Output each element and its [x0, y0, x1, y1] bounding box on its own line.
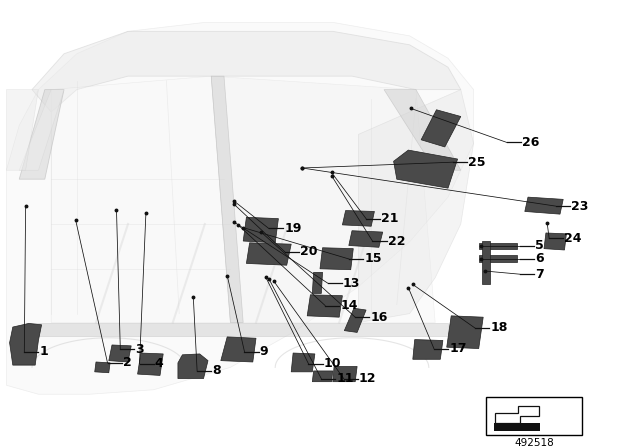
Polygon shape — [342, 211, 374, 226]
Polygon shape — [312, 272, 323, 293]
Polygon shape — [291, 353, 315, 372]
Polygon shape — [320, 248, 353, 270]
Text: 7: 7 — [535, 267, 544, 281]
Polygon shape — [32, 31, 461, 112]
Bar — [486, 397, 582, 435]
Polygon shape — [221, 337, 256, 362]
Polygon shape — [211, 76, 435, 323]
Polygon shape — [421, 110, 461, 147]
Text: 11: 11 — [337, 372, 354, 385]
Text: 1: 1 — [40, 345, 49, 358]
Bar — [494, 423, 540, 431]
Polygon shape — [525, 197, 563, 214]
Polygon shape — [349, 231, 383, 247]
Polygon shape — [246, 243, 291, 265]
Text: 26: 26 — [522, 136, 540, 149]
Polygon shape — [447, 316, 483, 349]
Polygon shape — [479, 243, 517, 249]
Text: 10: 10 — [324, 357, 341, 370]
Text: 20: 20 — [300, 245, 317, 258]
Text: 23: 23 — [571, 199, 588, 213]
Polygon shape — [358, 90, 474, 323]
Text: 13: 13 — [343, 276, 360, 290]
Polygon shape — [479, 255, 517, 262]
Text: 14: 14 — [340, 299, 358, 312]
Polygon shape — [26, 323, 448, 336]
Polygon shape — [109, 345, 131, 362]
Polygon shape — [344, 308, 366, 332]
Text: 4: 4 — [155, 357, 164, 370]
Text: 16: 16 — [371, 310, 388, 324]
Text: 5: 5 — [535, 239, 544, 252]
Text: 9: 9 — [260, 345, 268, 358]
Polygon shape — [544, 233, 566, 250]
Text: 8: 8 — [212, 364, 221, 378]
Text: 3: 3 — [136, 343, 144, 356]
Polygon shape — [178, 354, 208, 379]
Text: 12: 12 — [359, 372, 376, 385]
Polygon shape — [6, 22, 474, 394]
Text: 6: 6 — [535, 252, 543, 266]
Text: 2: 2 — [123, 356, 132, 370]
Polygon shape — [19, 90, 64, 170]
Polygon shape — [413, 340, 443, 359]
Text: 17: 17 — [449, 342, 467, 355]
Text: 25: 25 — [468, 155, 486, 169]
Polygon shape — [384, 90, 461, 170]
Polygon shape — [333, 366, 357, 382]
Text: 22: 22 — [388, 234, 405, 248]
Text: 21: 21 — [381, 212, 399, 225]
Text: 492518: 492518 — [515, 438, 554, 448]
Polygon shape — [211, 76, 243, 323]
Polygon shape — [95, 362, 110, 373]
Text: 19: 19 — [284, 222, 301, 235]
Polygon shape — [394, 150, 458, 188]
Polygon shape — [10, 323, 42, 365]
Text: 18: 18 — [490, 321, 508, 335]
Polygon shape — [51, 76, 230, 323]
Polygon shape — [482, 241, 490, 284]
Text: 24: 24 — [564, 232, 582, 245]
Polygon shape — [243, 217, 278, 243]
Text: 15: 15 — [364, 252, 381, 266]
Polygon shape — [138, 353, 163, 375]
Polygon shape — [307, 295, 342, 317]
Polygon shape — [19, 90, 64, 179]
Polygon shape — [312, 371, 333, 382]
Polygon shape — [6, 90, 38, 170]
